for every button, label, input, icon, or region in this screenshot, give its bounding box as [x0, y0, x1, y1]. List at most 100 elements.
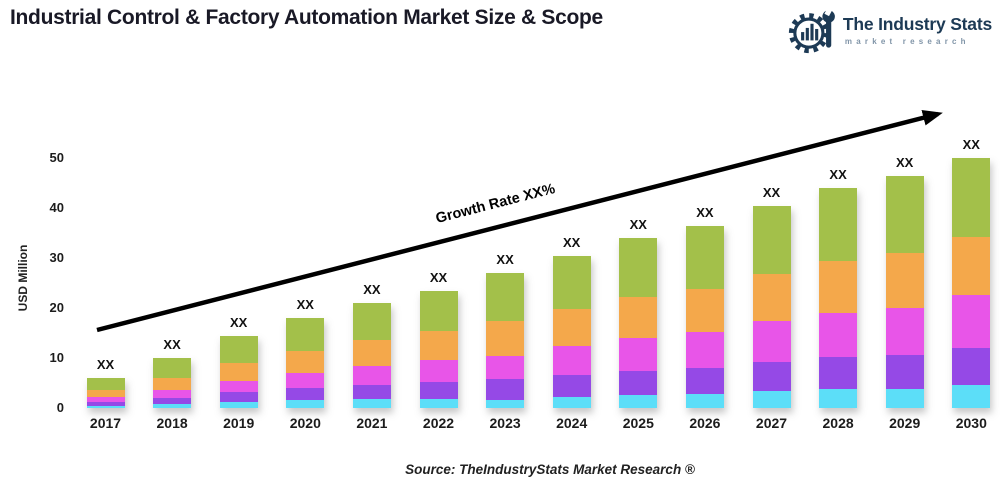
bar-2021-segment-1-cyan — [352, 399, 391, 408]
bar-2024-segment-4-orange — [552, 309, 591, 346]
bar-2022-segment-3-magenta — [419, 359, 458, 382]
bar-2023 — [486, 273, 525, 408]
y-tick-50: 50 — [49, 150, 64, 165]
bar-2028-segment-3-magenta — [819, 313, 858, 357]
bar-2028 — [819, 188, 858, 408]
bar-value-2028: XX — [829, 167, 847, 182]
bar-2030-segment-5-green — [952, 158, 991, 237]
y-tick-30: 30 — [49, 250, 64, 265]
gear-wrench-icon — [788, 6, 835, 54]
x-label-2018: 2018 — [156, 415, 188, 431]
bar-2030-segment-2-purple — [952, 347, 991, 385]
bar-2023-segment-4-orange — [486, 321, 525, 356]
logo-tagline: market research — [844, 37, 970, 46]
bar-2019-segment-3-magenta — [219, 381, 258, 392]
bar-value-2027: XX — [762, 184, 781, 200]
bar-2026 — [685, 225, 724, 408]
bar-2019 — [219, 335, 258, 408]
bar-2026-segment-4-orange — [685, 288, 724, 332]
bar-2018 — [153, 358, 192, 408]
bar-2028-segment-4-orange — [819, 261, 858, 313]
y-tick-20: 20 — [49, 300, 64, 315]
bar-2029-segment-4-orange — [885, 253, 924, 308]
x-label-2017: 2017 — [89, 415, 122, 431]
bar-value-2023: XX — [496, 252, 514, 267]
bar-2019-segment-5-green — [219, 335, 258, 363]
bar-2022-segment-5-green — [419, 290, 458, 331]
bar-2021-segment-2-purple — [352, 384, 391, 399]
x-label-2027: 2027 — [755, 415, 788, 431]
bar-2017-segment-1-cyan — [86, 405, 125, 408]
x-label-2023: 2023 — [489, 415, 521, 431]
x-label-2021: 2021 — [356, 415, 388, 431]
bar-2030-segment-3-magenta — [952, 294, 991, 348]
bar-2022-segment-2-purple — [419, 382, 458, 399]
bar-2020-segment-4-orange — [286, 350, 325, 373]
bar-2026-segment-5-green — [685, 225, 724, 289]
bar-2018-segment-2-purple — [153, 397, 192, 404]
bar-2025-segment-2-purple — [619, 370, 658, 395]
bar-2024-segment-3-magenta — [552, 345, 591, 375]
bar-2017-segment-4-orange — [86, 390, 125, 397]
bar-2028-segment-1-cyan — [819, 389, 858, 408]
bar-value-2021: XX — [363, 282, 381, 297]
bar-2027-segment-5-green — [752, 205, 791, 274]
bar-2027 — [752, 205, 791, 408]
x-label-2028: 2028 — [822, 415, 854, 431]
x-label-2030: 2030 — [955, 415, 987, 431]
bar-2020-segment-2-purple — [286, 387, 325, 400]
bar-2028-segment-2-purple — [819, 357, 858, 389]
bar-value-2029: XX — [896, 154, 914, 170]
bar-2026-segment-2-purple — [685, 367, 724, 394]
bar-2023-segment-1-cyan — [486, 399, 525, 408]
bar-2020-segment-5-green — [286, 318, 325, 351]
page-title: Industrial Control & Factory Automation … — [10, 6, 603, 29]
bar-value-2026: XX — [696, 204, 714, 220]
bar-value-2024: XX — [563, 234, 581, 250]
bar-2017-segment-5-green — [86, 378, 125, 390]
bar-2026-segment-3-magenta — [685, 332, 724, 368]
source-note: Source: TheIndustryStats Market Research… — [405, 462, 695, 477]
bar-2027-segment-4-orange — [752, 273, 791, 321]
y-tick-10: 10 — [49, 350, 64, 365]
bar-2018-segment-4-orange — [153, 378, 192, 390]
bar-2022 — [419, 290, 458, 408]
bar-2023-segment-3-magenta — [486, 355, 525, 379]
bar-2017 — [86, 378, 125, 408]
bar-2029-segment-2-purple — [885, 354, 924, 389]
bar-2030-segment-4-orange — [952, 236, 991, 295]
logo-name: The Industry Stats — [842, 14, 992, 34]
bar-2027-segment-1-cyan — [752, 391, 791, 408]
x-label-2025: 2025 — [622, 415, 654, 431]
bar-value-2025: XX — [629, 217, 647, 232]
logo: The Industry Stats market research — [786, 4, 992, 56]
bar-2028-segment-5-green — [819, 188, 858, 261]
bar-2021-segment-3-magenta — [352, 365, 391, 385]
bar-2027-segment-3-magenta — [752, 321, 791, 362]
y-tick-0: 0 — [56, 400, 64, 415]
bar-2025-segment-5-green — [619, 238, 658, 297]
x-label-2024: 2024 — [556, 415, 588, 431]
y-tick-40: 40 — [49, 200, 64, 215]
bar-2019-segment-1-cyan — [219, 401, 258, 408]
x-label-2020: 2020 — [289, 415, 321, 431]
bar-2022-segment-4-orange — [419, 331, 458, 360]
bar-value-2020: XX — [296, 297, 314, 312]
bar-value-2017: XX — [96, 357, 115, 372]
bar-2020-segment-3-magenta — [286, 372, 325, 388]
bar-2024-segment-5-green — [552, 255, 591, 309]
bar-2017-segment-2-purple — [86, 402, 125, 406]
growth-rate-label: Growth Rate XX% — [434, 181, 557, 227]
bar-2030-segment-1-cyan — [952, 384, 991, 408]
bar-2024-segment-1-cyan — [552, 396, 591, 408]
bar-2021-segment-5-green — [352, 303, 391, 340]
bar-2025-segment-1-cyan — [619, 395, 658, 408]
bar-2021 — [352, 303, 391, 408]
bar-2018-segment-5-green — [153, 358, 192, 378]
bar-2025-segment-4-orange — [619, 297, 658, 338]
bar-2019-segment-4-orange — [219, 363, 258, 381]
bar-2020 — [286, 318, 325, 408]
bar-2027-segment-2-purple — [752, 361, 791, 391]
bar-2026-segment-1-cyan — [685, 394, 724, 408]
